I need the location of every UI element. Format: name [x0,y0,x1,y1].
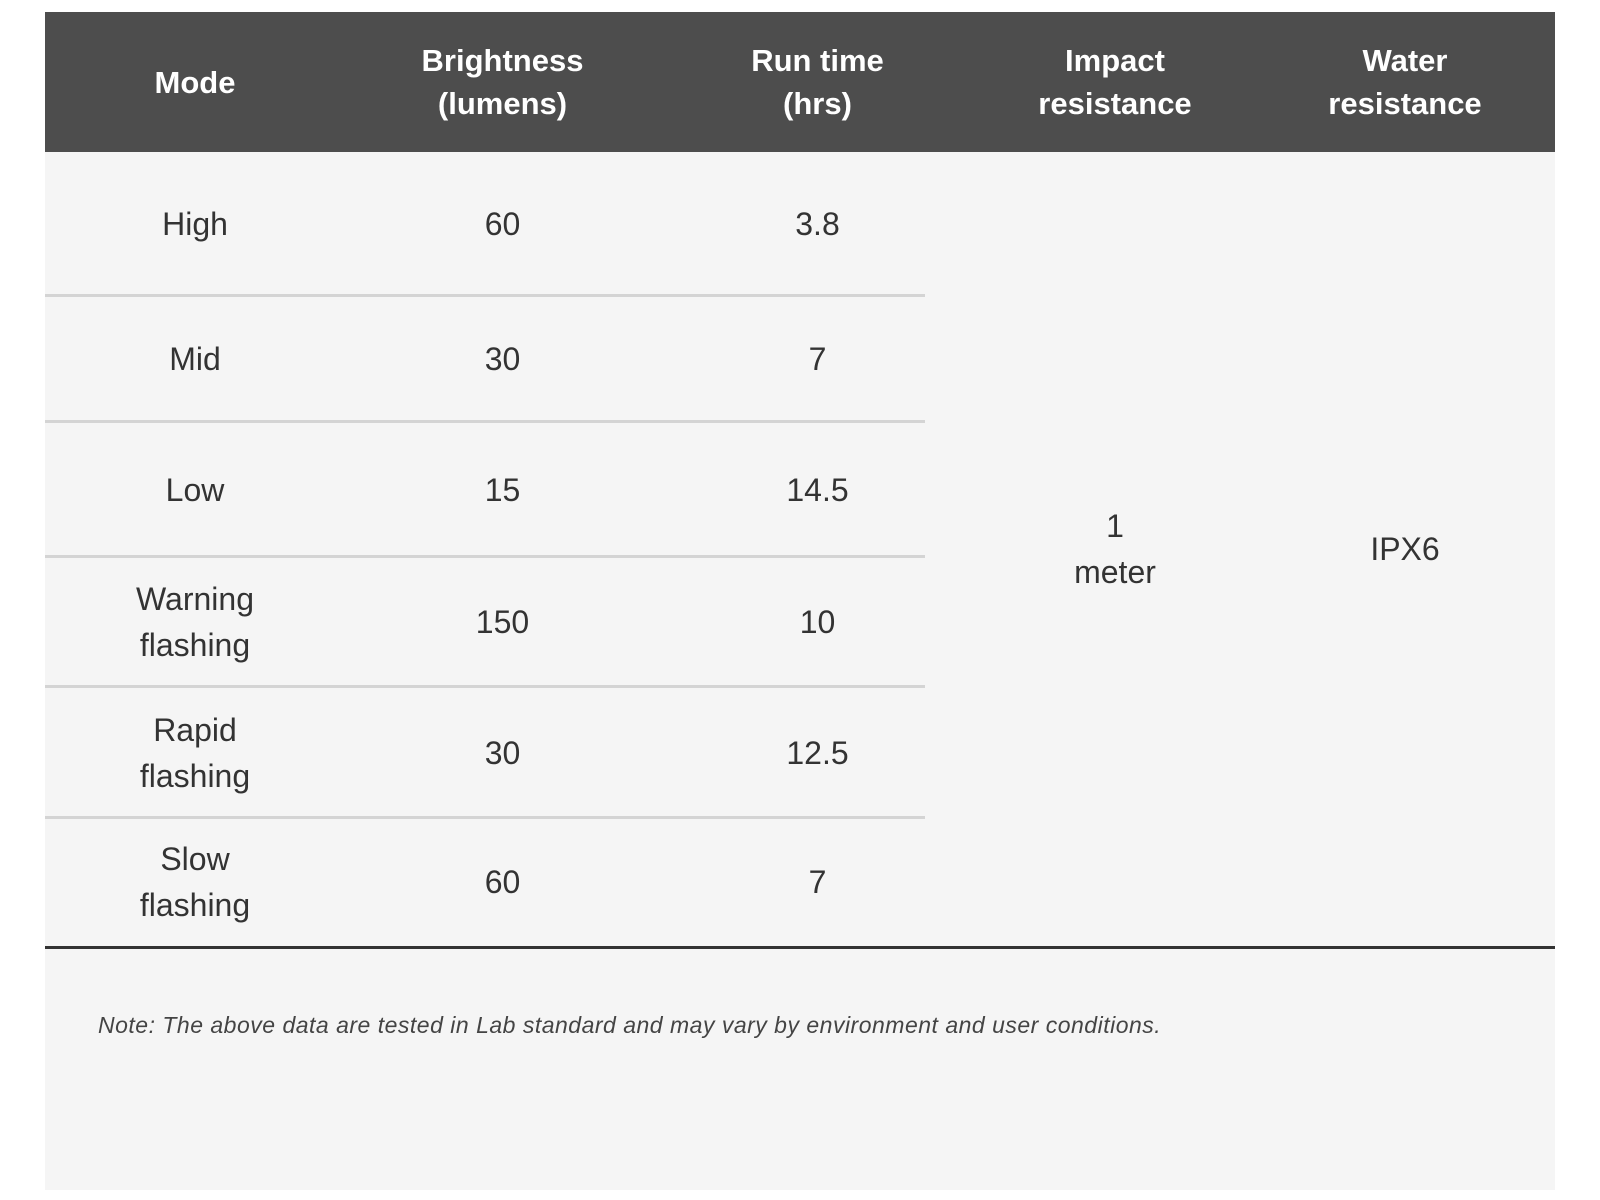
mode-cell: Warning flashing [136,581,254,663]
value-cell: 30 [484,734,521,771]
mode-cell: Slow flashing [139,841,251,923]
value-cell: 7 [808,864,827,900]
merged-cell: 1 meter [1074,508,1156,590]
value-cell: 10 [799,604,836,640]
header-cell: Brightness (lumens) [421,43,584,121]
header-cell: Mode [154,64,236,100]
value-cell: 60 [484,206,521,242]
merged-cell: IPX6 [1370,531,1440,567]
mode-cell: Rapid flashing [139,711,251,794]
value-cell: 3.8 [795,206,840,242]
row-separator [45,685,925,688]
table-header [45,12,1555,152]
value-cell: 14.5 [786,471,849,508]
header-cell: Run time (hrs) [751,43,884,121]
value-cell: 12.5 [786,734,849,771]
row-separator [45,294,925,297]
value-cell: 60 [484,864,521,900]
value-cell: 150 [475,604,530,640]
row-separator [45,816,925,819]
table-panel: Note: The above data are tested in Lab s… [45,12,1555,1190]
table-bottom-rule [45,946,1555,949]
header-cell: Impact resistance [1038,43,1192,121]
mode-cell: Low [165,471,225,508]
value-cell: 30 [484,341,521,377]
mode-cell: Mid [169,341,221,377]
row-separator [45,555,925,558]
header-cell: Water resistance [1328,43,1482,121]
value-cell: 7 [808,341,827,377]
mode-cell: High [162,206,228,242]
value-cell: 15 [484,471,521,508]
note: Note: The above data are tested in Lab s… [98,1012,1162,1038]
row-separator [45,420,925,423]
